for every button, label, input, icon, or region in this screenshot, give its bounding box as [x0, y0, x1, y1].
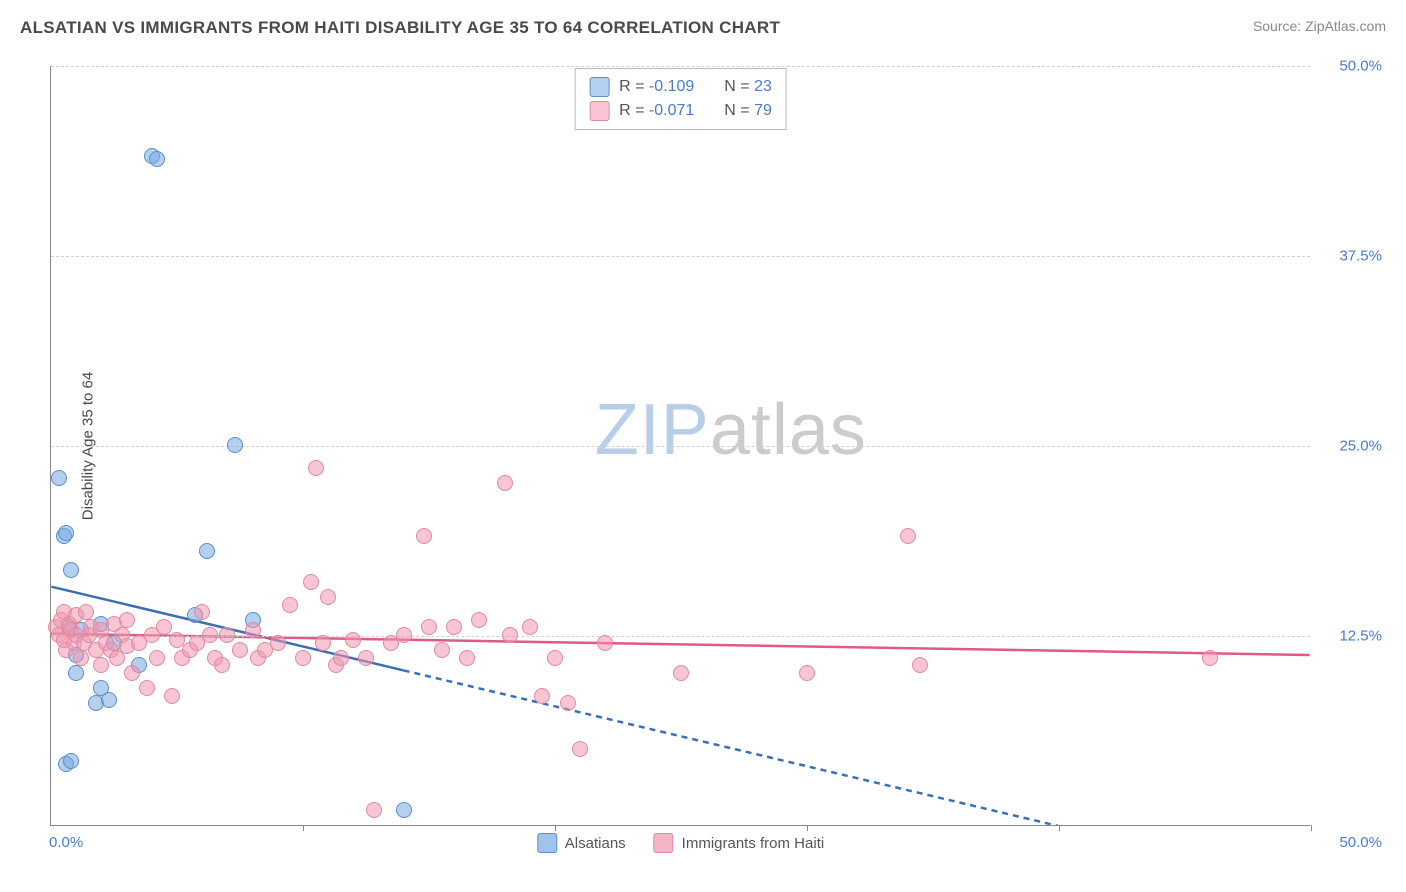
x-tick-mark — [555, 825, 556, 831]
y-tick-label: 37.5% — [1339, 248, 1382, 265]
data-point — [164, 688, 180, 704]
data-point — [219, 627, 235, 643]
data-point — [156, 619, 172, 635]
data-point — [446, 619, 462, 635]
data-point — [101, 692, 117, 708]
data-point — [396, 802, 412, 818]
data-point — [245, 622, 261, 638]
data-point — [572, 741, 588, 757]
data-point — [547, 650, 563, 666]
data-point — [149, 650, 165, 666]
gridline — [51, 636, 1310, 637]
data-point — [63, 753, 79, 769]
data-point — [282, 597, 298, 613]
data-point — [149, 151, 165, 167]
data-point — [416, 528, 432, 544]
data-point — [315, 635, 331, 651]
y-tick-label: 12.5% — [1339, 628, 1382, 645]
data-point — [560, 695, 576, 711]
data-point — [497, 475, 513, 491]
data-point — [194, 604, 210, 620]
y-tick-label: 50.0% — [1339, 58, 1382, 75]
legend-series-item: Immigrants from Haiti — [654, 833, 825, 853]
data-point — [139, 680, 155, 696]
r-label: R = -0.071 — [619, 102, 694, 120]
data-point — [345, 632, 361, 648]
data-point — [93, 657, 109, 673]
data-point — [502, 627, 518, 643]
data-point — [434, 642, 450, 658]
legend-series-label: Alsatians — [565, 835, 626, 852]
x-tick-mark — [1311, 825, 1312, 831]
data-point — [900, 528, 916, 544]
legend-swatch — [537, 833, 557, 853]
data-point — [597, 635, 613, 651]
watermark-zip: ZIP — [595, 390, 710, 470]
data-point — [227, 437, 243, 453]
gridline — [51, 66, 1310, 67]
correlation-legend: R = -0.109 N = 23 R = -0.071 N = 79 — [574, 68, 787, 130]
data-point — [396, 627, 412, 643]
data-point — [366, 802, 382, 818]
data-point — [199, 543, 215, 559]
data-point — [673, 665, 689, 681]
legend-series-label: Immigrants from Haiti — [682, 835, 825, 852]
data-point — [51, 470, 67, 486]
data-point — [320, 589, 336, 605]
data-point — [459, 650, 475, 666]
r-label: R = -0.109 — [619, 78, 694, 96]
data-point — [358, 650, 374, 666]
data-point — [124, 665, 140, 681]
data-point — [799, 665, 815, 681]
series-legend: Alsatians Immigrants from Haiti — [537, 833, 824, 853]
data-point — [63, 562, 79, 578]
data-point — [471, 612, 487, 628]
legend-correlation-row: R = -0.071 N = 79 — [589, 99, 772, 123]
x-tick-mark — [1059, 825, 1060, 831]
data-point — [534, 688, 550, 704]
watermark-atlas: atlas — [710, 390, 867, 470]
data-point — [119, 612, 135, 628]
legend-correlation-row: R = -0.109 N = 23 — [589, 75, 772, 99]
n-label: N = 79 — [724, 102, 772, 120]
data-point — [333, 650, 349, 666]
x-tick-mark — [303, 825, 304, 831]
data-point — [308, 460, 324, 476]
legend-series-item: Alsatians — [537, 833, 626, 853]
data-point — [1202, 650, 1218, 666]
watermark: ZIPatlas — [595, 389, 867, 471]
data-point — [68, 665, 84, 681]
data-point — [912, 657, 928, 673]
data-point — [421, 619, 437, 635]
data-point — [295, 650, 311, 666]
x-tick-mark — [807, 825, 808, 831]
data-point — [232, 642, 248, 658]
n-label: N = 23 — [724, 78, 772, 96]
source-attribution: Source: ZipAtlas.com — [1253, 18, 1386, 34]
data-point — [214, 657, 230, 673]
scatter-chart: ZIPatlas R = -0.109 N = 23 R = -0.071 N = 7… — [50, 66, 1310, 826]
x-tick-label-min: 0.0% — [49, 834, 83, 851]
data-point — [58, 525, 74, 541]
legend-swatch — [654, 833, 674, 853]
data-point — [270, 635, 286, 651]
data-point — [73, 650, 89, 666]
x-tick-label-max: 50.0% — [1339, 834, 1382, 851]
data-point — [303, 574, 319, 590]
data-point — [202, 627, 218, 643]
gridline — [51, 256, 1310, 257]
legend-swatch — [589, 101, 609, 121]
data-point — [522, 619, 538, 635]
legend-swatch — [589, 77, 609, 97]
chart-title: ALSATIAN VS IMMIGRANTS FROM HAITI DISABI… — [20, 18, 780, 38]
data-point — [78, 604, 94, 620]
y-tick-label: 25.0% — [1339, 438, 1382, 455]
